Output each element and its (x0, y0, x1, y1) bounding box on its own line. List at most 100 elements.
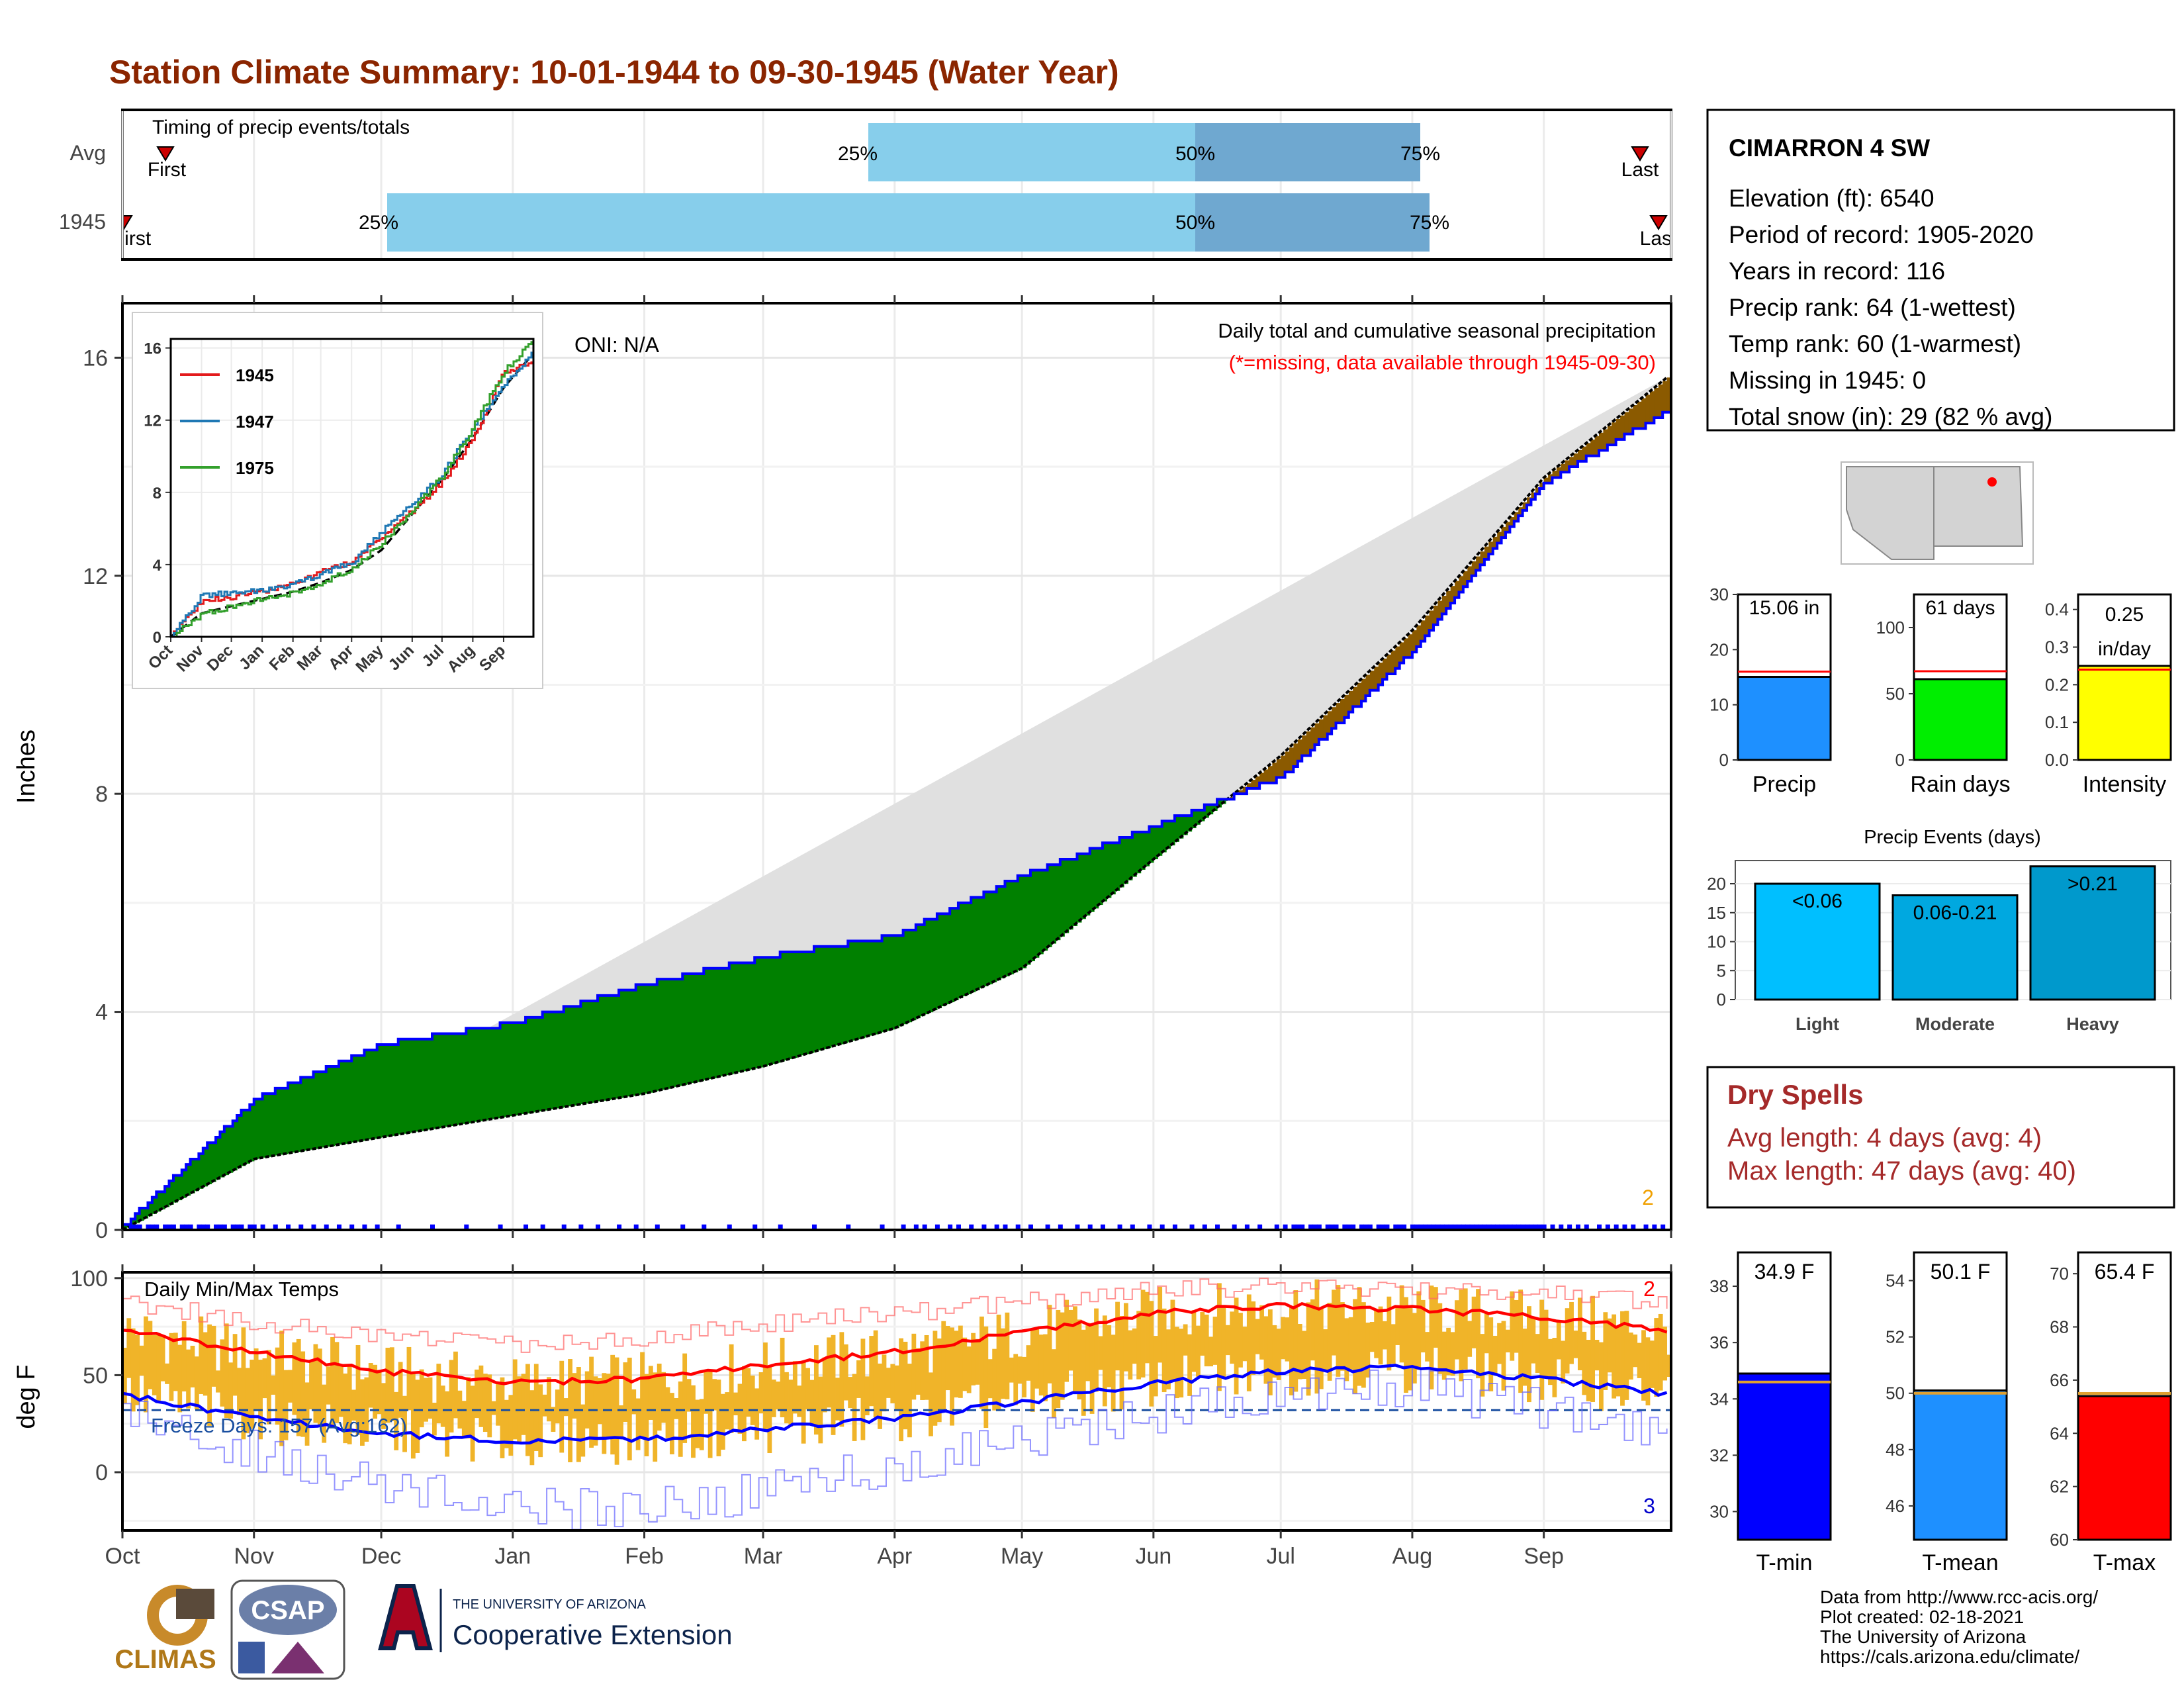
above-normal-band (1034, 870, 1040, 958)
below-normal-band (1365, 675, 1371, 696)
above-normal-band (232, 1121, 238, 1171)
daily-temp-bar (890, 1364, 895, 1403)
daily-precip-bar (880, 1224, 885, 1230)
above-normal-band (670, 979, 675, 1088)
below-normal-band (1586, 443, 1591, 456)
below-normal-band (1556, 467, 1561, 478)
above-normal-band (623, 990, 628, 1098)
above-normal-band (1208, 804, 1214, 815)
month-tick-label: Jun (1135, 1544, 1171, 1569)
events-title: Precip Events (days) (1864, 827, 2041, 848)
above-normal-band (245, 1109, 250, 1164)
above-normal-band (1052, 865, 1057, 944)
daily-temp-bar (1293, 1290, 1298, 1392)
daily-temp-bar (1501, 1321, 1506, 1391)
below-normal-band (1484, 546, 1489, 560)
above-normal-band (771, 957, 776, 1064)
daily-temp-bar (199, 1316, 204, 1395)
daily-precip-bar (1469, 1224, 1475, 1230)
daily-precip-bar (137, 1224, 142, 1230)
daily-precip-bar (702, 1224, 707, 1230)
above-normal-band (555, 1011, 560, 1109)
below-normal-band (1599, 432, 1604, 451)
below-normal-band (1289, 747, 1295, 773)
above-normal-band (886, 935, 891, 1031)
daily-precip-bar (901, 1224, 906, 1230)
above-normal-band (144, 1208, 149, 1219)
daily-precip-bar (273, 1224, 278, 1230)
tmean-ytick-label: 52 (1886, 1327, 1905, 1347)
normal-accumulation-area (122, 377, 1667, 1230)
daily-temp-bar (1624, 1311, 1629, 1400)
daily-precip-bar (727, 1224, 732, 1230)
daily-precip-bar (1312, 1224, 1318, 1230)
above-normal-band (461, 1033, 467, 1124)
daily-precip-bar (311, 1224, 316, 1230)
daily-temp-bar (1628, 1333, 1633, 1380)
above-normal-band (237, 1115, 242, 1168)
page-title: Station Climate Summary: 10-01-1944 to 0… (109, 54, 1119, 91)
above-normal-band (1094, 848, 1099, 909)
daily-temp-bar (1183, 1324, 1188, 1356)
below-normal-band (1497, 532, 1502, 543)
above-normal-band (682, 973, 688, 1085)
below-normal-band (1594, 436, 1600, 456)
above-normal-band (936, 914, 942, 1009)
below-normal-band (1246, 783, 1251, 788)
above-normal-band (809, 952, 815, 1053)
daily-precip-bar (1346, 1224, 1351, 1230)
daily-precip-bar (1550, 1224, 1555, 1230)
daily-precip-bar (561, 1224, 567, 1230)
daily-temp-bar (542, 1394, 547, 1417)
daily-temp-bar (1527, 1306, 1531, 1403)
daily-precip-bar (1274, 1224, 1279, 1230)
below-normal-band (1624, 412, 1629, 434)
daily-temp-bar (1306, 1302, 1311, 1396)
daily-temp-bar (547, 1377, 551, 1422)
above-normal-band (699, 973, 704, 1081)
temp-count-bottom: 3 (1643, 1494, 1655, 1518)
above-normal-band (334, 1066, 340, 1146)
daily-temp-bar (262, 1358, 267, 1399)
daily-temp-bar (130, 1328, 136, 1412)
daily-temp-bar (1357, 1287, 1362, 1386)
events-ytick-label: 15 (1707, 903, 1726, 923)
above-normal-band (186, 1164, 191, 1196)
intensity-mini-ytick-label: 0.4 (2045, 600, 2069, 620)
daily-precip-bar (1117, 1224, 1122, 1230)
above-normal-band (381, 1045, 387, 1137)
daily-precip-bar (1015, 1224, 1021, 1230)
daily-temp-bar (665, 1387, 670, 1438)
above-normal-band (398, 1039, 403, 1135)
tmax-ytick-label: 64 (2050, 1423, 2069, 1443)
month-tick-label: Sep (1524, 1544, 1564, 1569)
above-normal-band (521, 1023, 526, 1114)
below-normal-band (1658, 384, 1663, 418)
above-normal-band (1001, 886, 1006, 978)
daily-temp-bar (733, 1392, 738, 1416)
above-normal-band (419, 1039, 424, 1131)
daily-temp-bar (139, 1345, 144, 1376)
precip-mini-ytick-label: 0 (1719, 750, 1729, 770)
daily-temp-bar (1030, 1329, 1035, 1412)
above-normal-band (725, 968, 730, 1076)
below-normal-band (1340, 698, 1345, 724)
above-normal-band (211, 1143, 216, 1182)
above-normal-band (864, 941, 870, 1037)
daily-precip-bar (1385, 1224, 1390, 1230)
daily-temp-bar (1136, 1311, 1142, 1380)
daily-temp-bar (1522, 1329, 1527, 1386)
above-normal-band (822, 946, 827, 1049)
below-normal-band (1633, 405, 1638, 429)
daily-precip-bar (1160, 1224, 1165, 1230)
daily-temp-bar (1001, 1328, 1005, 1399)
normal-min-line (122, 1364, 1668, 1445)
above-normal-band (657, 979, 662, 1091)
below-normal-band (1276, 759, 1281, 778)
daily-temp-bar (954, 1331, 959, 1398)
daily-temp-bar (640, 1352, 645, 1439)
above-normal-band (385, 1045, 390, 1137)
above-normal-band (805, 952, 811, 1055)
daily-temp-bar (1620, 1311, 1625, 1406)
above-normal-band (695, 973, 700, 1082)
